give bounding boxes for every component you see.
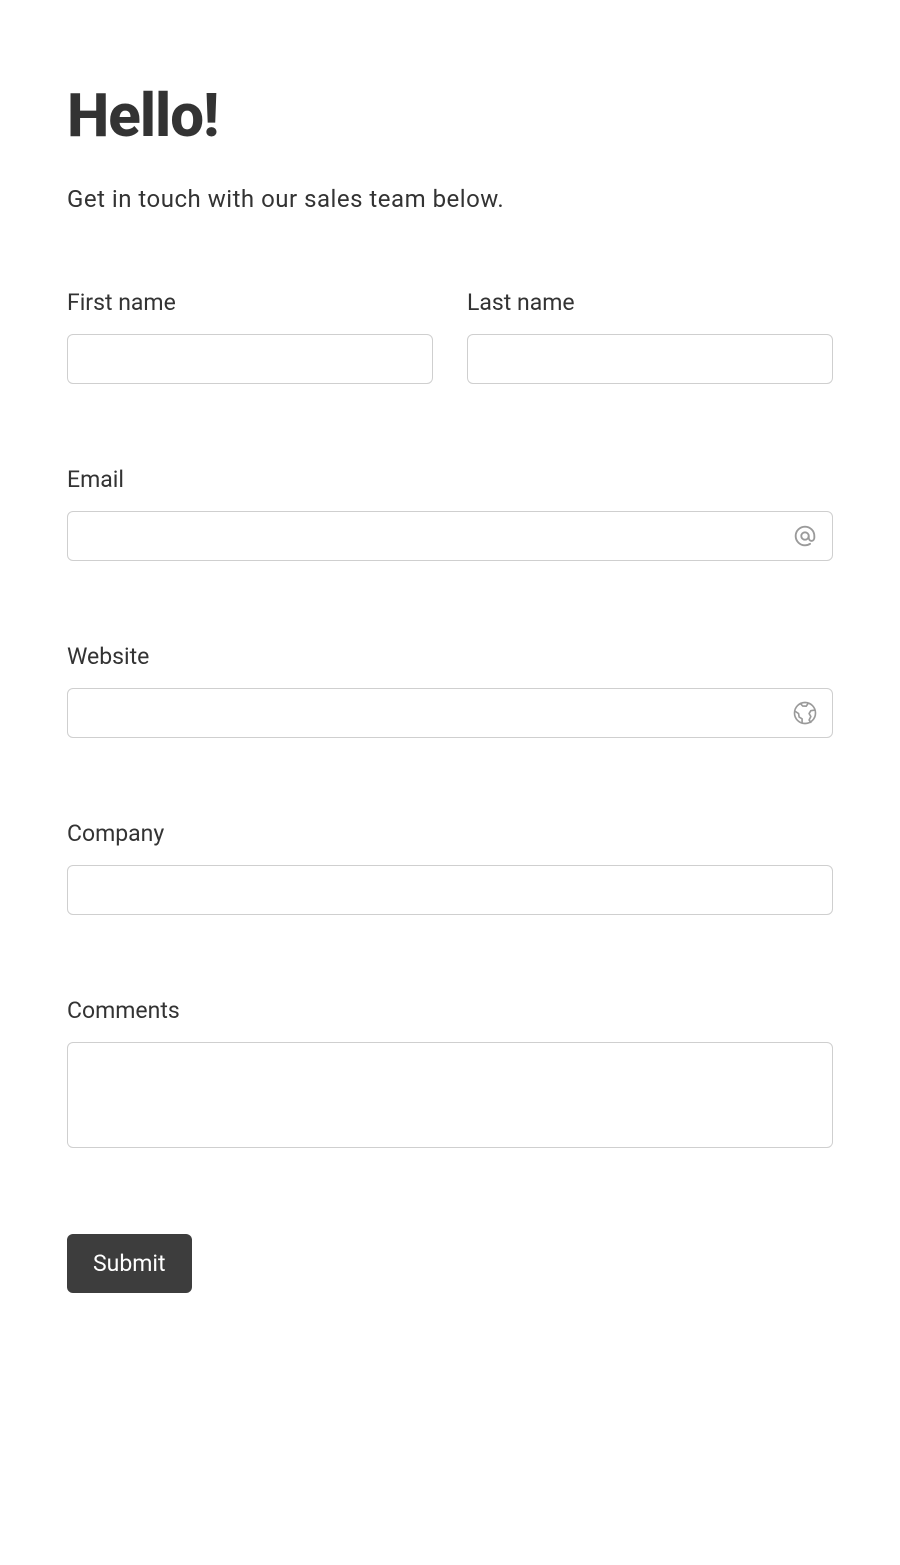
website-label: Website bbox=[67, 643, 833, 670]
first-name-input-wrap bbox=[67, 334, 433, 384]
first-name-input[interactable] bbox=[67, 334, 433, 384]
comments-input[interactable] bbox=[67, 1042, 833, 1148]
submit-button[interactable]: Submit bbox=[67, 1234, 192, 1293]
company-input-wrap bbox=[67, 865, 833, 915]
company-input[interactable] bbox=[67, 865, 833, 915]
last-name-label: Last name bbox=[467, 289, 833, 316]
last-name-input-wrap bbox=[467, 334, 833, 384]
name-row: First name Last name bbox=[67, 289, 833, 466]
last-name-input[interactable] bbox=[467, 334, 833, 384]
email-label: Email bbox=[67, 466, 833, 493]
company-field: Company bbox=[67, 820, 833, 915]
first-name-label: First name bbox=[67, 289, 433, 316]
email-input[interactable] bbox=[67, 511, 833, 561]
website-field: Website bbox=[67, 643, 833, 738]
website-input[interactable] bbox=[67, 688, 833, 738]
page-title: Hello! bbox=[67, 80, 833, 151]
website-input-wrap bbox=[67, 688, 833, 738]
first-name-field: First name bbox=[67, 289, 433, 384]
email-field: Email bbox=[67, 466, 833, 561]
company-label: Company bbox=[67, 820, 833, 847]
page-subtitle: Get in touch with our sales team below. bbox=[67, 185, 833, 213]
last-name-field: Last name bbox=[467, 289, 833, 384]
email-input-wrap bbox=[67, 511, 833, 561]
comments-label: Comments bbox=[67, 997, 833, 1024]
comments-field: Comments bbox=[67, 997, 833, 1152]
comments-input-wrap bbox=[67, 1042, 833, 1152]
